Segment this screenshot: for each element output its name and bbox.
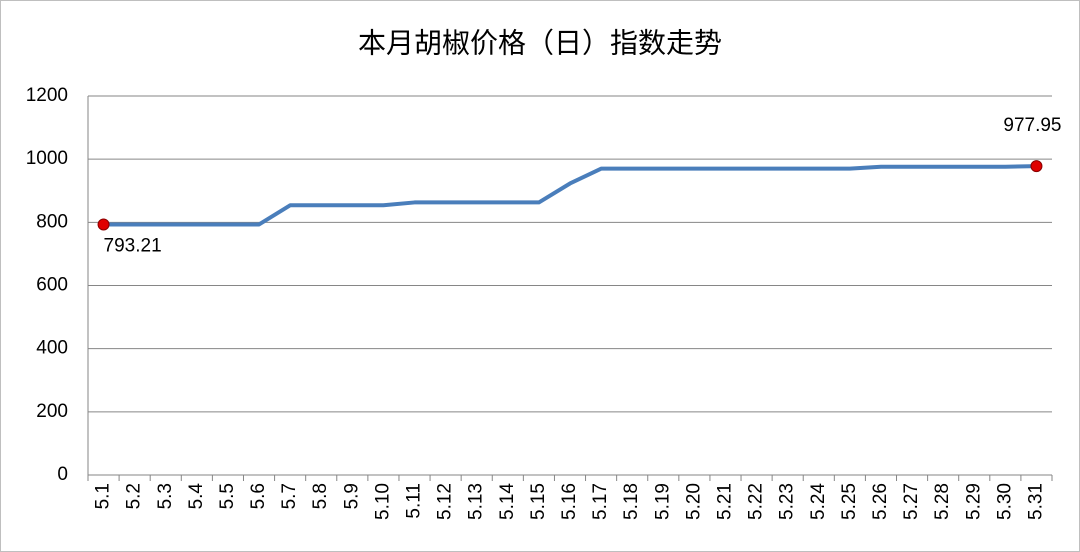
x-tick-label: 5.26 (870, 483, 891, 520)
y-tick-label: 200 (36, 401, 68, 422)
x-tick-label: 5.7 (279, 483, 300, 509)
y-tick-label: 400 (36, 338, 68, 359)
x-tick-label: 5.16 (559, 483, 580, 520)
x-tick-label: 5.5 (217, 483, 238, 509)
x-tick-label: 5.4 (186, 483, 207, 510)
y-tick-label: 600 (36, 275, 68, 296)
x-tick-label: 5.15 (528, 483, 549, 520)
chart-title: 本月胡椒价格（日）指数走势 (358, 27, 722, 58)
x-tick-label: 5.21 (714, 483, 735, 520)
x-tick-label: 5.24 (808, 483, 829, 520)
x-tick-label: 5.28 (932, 483, 953, 520)
x-tick-label: 5.30 (994, 483, 1015, 520)
x-tick-label: 5.8 (310, 483, 331, 509)
x-tick-label: 5.27 (901, 483, 922, 520)
x-tick-label: 5.12 (435, 483, 456, 520)
x-tick-label: 5.9 (341, 483, 362, 509)
x-tick-label: 5.23 (777, 483, 798, 520)
marker (97, 218, 110, 231)
x-tick-label: 5.10 (372, 483, 393, 520)
y-tick-label: 1000 (26, 148, 68, 169)
x-tick-label: 5.14 (497, 483, 518, 520)
x-tick-label: 5.3 (155, 483, 176, 509)
x-tick-label: 5.13 (466, 483, 487, 520)
marker (1030, 160, 1043, 173)
x-tick-label: 5.1 (93, 483, 114, 509)
x-tick-label: 5.11 (404, 483, 425, 519)
x-tick-label: 5.17 (590, 483, 611, 520)
x-tick-label: 5.29 (963, 483, 984, 520)
data-label: 793.21 (104, 235, 162, 256)
y-tick-label: 0 (57, 464, 68, 485)
y-tick-label: 1200 (26, 85, 68, 106)
x-tick-label: 5.20 (683, 483, 704, 520)
x-tick-label: 5.22 (746, 483, 767, 520)
data-label: 977.95 (1003, 115, 1061, 136)
x-tick-label: 5.2 (124, 483, 145, 509)
y-tick-label: 800 (36, 211, 68, 232)
line (103, 164, 1037, 227)
x-tick-label: 5.31 (1025, 483, 1046, 520)
x-tick-label: 5.18 (621, 483, 642, 520)
x-tick-label: 5.25 (839, 483, 860, 520)
x-tick-label: 5.6 (248, 483, 269, 509)
x-tick-label: 5.19 (652, 483, 673, 520)
